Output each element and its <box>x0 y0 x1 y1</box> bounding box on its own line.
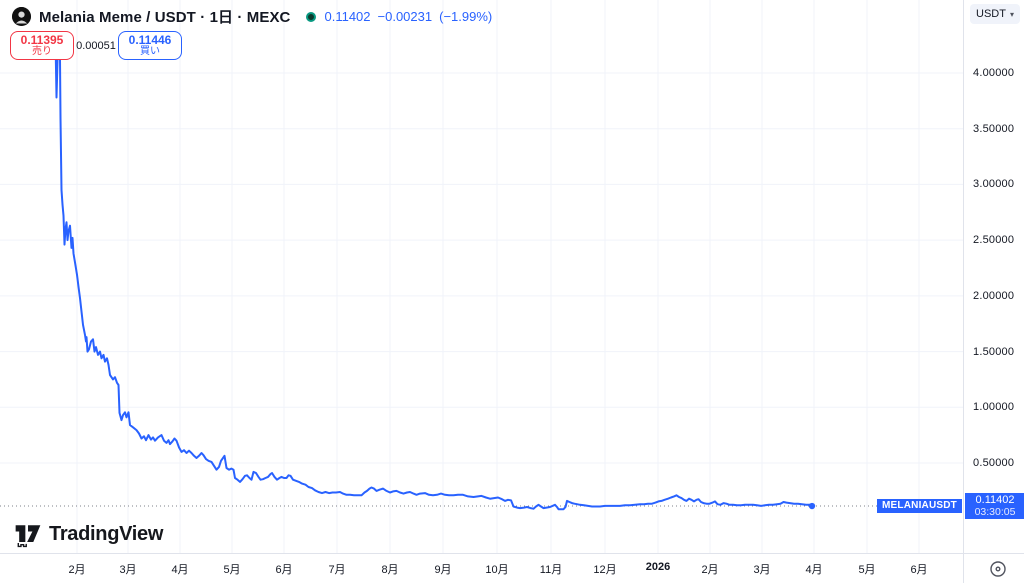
time-tick-label: 11月 <box>539 564 563 576</box>
price-scale[interactable]: USDT ▾ 0.11402 03:30:05 4.00000 3.50000 3.… <box>963 0 1024 553</box>
currency-unit-label: USDT <box>976 8 1006 20</box>
time-tick-label: 5月 <box>223 564 241 576</box>
time-tick-label: 8月 <box>381 564 399 576</box>
symbol-price-label: MELANIAUSDT <box>877 499 962 513</box>
time-tick-label: 12月 <box>593 564 617 576</box>
price-tick-label: 3.00000 <box>973 178 1015 191</box>
market-status-icon[interactable] <box>306 11 317 22</box>
melania-coin-logo-icon <box>12 7 31 26</box>
time-scale[interactable]: 2月 3月 4月 5月 6月 7月 8月 9月 10月 11月 12月 2026 2月 3月 4月 5月 6月 <box>0 553 1024 583</box>
bar-countdown: 03:30:05 <box>974 506 1016 518</box>
order-panel: 0.11395 売り 0.00051 0.11446 買い <box>10 31 182 60</box>
time-tick-label: 7月 <box>328 564 346 576</box>
spread-value: 0.00051 <box>76 39 116 52</box>
symbol-title[interactable]: Melania Meme / USDT · 1日 · MEXC <box>39 9 291 26</box>
price-tick-label: 2.00000 <box>973 289 1015 302</box>
price-tick-label: 4.00000 <box>973 67 1015 79</box>
time-tick-label: 10月 <box>485 564 509 576</box>
tradingview-logo-icon <box>13 520 43 555</box>
time-tick-label: 9月 <box>434 564 452 576</box>
sell-label: 売り <box>32 45 52 57</box>
price-change-percent: (−1.99%) <box>439 9 493 24</box>
price-line-series <box>54 38 813 511</box>
quote-values: 0.11402 −0.00231 (−1.99%) <box>324 9 492 24</box>
currency-unit-button[interactable]: USDT ▾ <box>970 4 1020 24</box>
price-tick-label: 0.50000 <box>973 457 1015 469</box>
time-tick-label: 6月 <box>910 564 928 576</box>
chevron-down-icon: ▾ <box>1009 9 1014 19</box>
tradingview-watermark[interactable]: TradingView <box>13 520 163 555</box>
time-tick-label: 2026 <box>645 561 671 573</box>
price-tick-label: 2.50000 <box>973 234 1015 247</box>
buy-label: 買い <box>140 45 160 57</box>
timezone-settings-icon[interactable] <box>983 558 1013 580</box>
price-tick-label: 1.00000 <box>973 401 1015 414</box>
time-tick-label: 2月 <box>701 564 719 576</box>
time-tick-label: 3月 <box>119 564 137 576</box>
last-price-tag-value: 0.11402 <box>975 494 1015 506</box>
buy-button[interactable]: 0.11446 買い <box>118 31 182 60</box>
time-tick-label: 2月 <box>68 564 86 576</box>
last-price-tag: 0.11402 03:30:05 <box>965 493 1024 519</box>
time-tick-label: 6月 <box>275 564 293 576</box>
sell-button[interactable]: 0.11395 売り <box>10 31 74 60</box>
time-tick-label: 3月 <box>753 564 771 576</box>
time-tick-label: 5月 <box>858 564 876 576</box>
buy-price: 0.11446 <box>128 32 172 47</box>
last-price-marker <box>808 502 816 510</box>
price-chart-canvas[interactable] <box>0 0 963 553</box>
last-price-value: 0.11402 <box>324 9 371 24</box>
tradingview-wordmark: TradingView <box>49 523 164 545</box>
time-tick-label: 4月 <box>171 564 189 576</box>
price-tick-label: 1.50000 <box>973 345 1015 358</box>
chart-legend-header[interactable]: Melania Meme / USDT · 1日 · MEXC 0.11402 … <box>12 6 492 27</box>
price-tick-label: 3.50000 <box>973 122 1015 135</box>
axis-corner-separator <box>963 554 964 583</box>
time-tick-label: 4月 <box>805 564 823 576</box>
sell-price: 0.11395 <box>20 32 64 47</box>
price-change-value: −0.00231 <box>377 9 433 24</box>
